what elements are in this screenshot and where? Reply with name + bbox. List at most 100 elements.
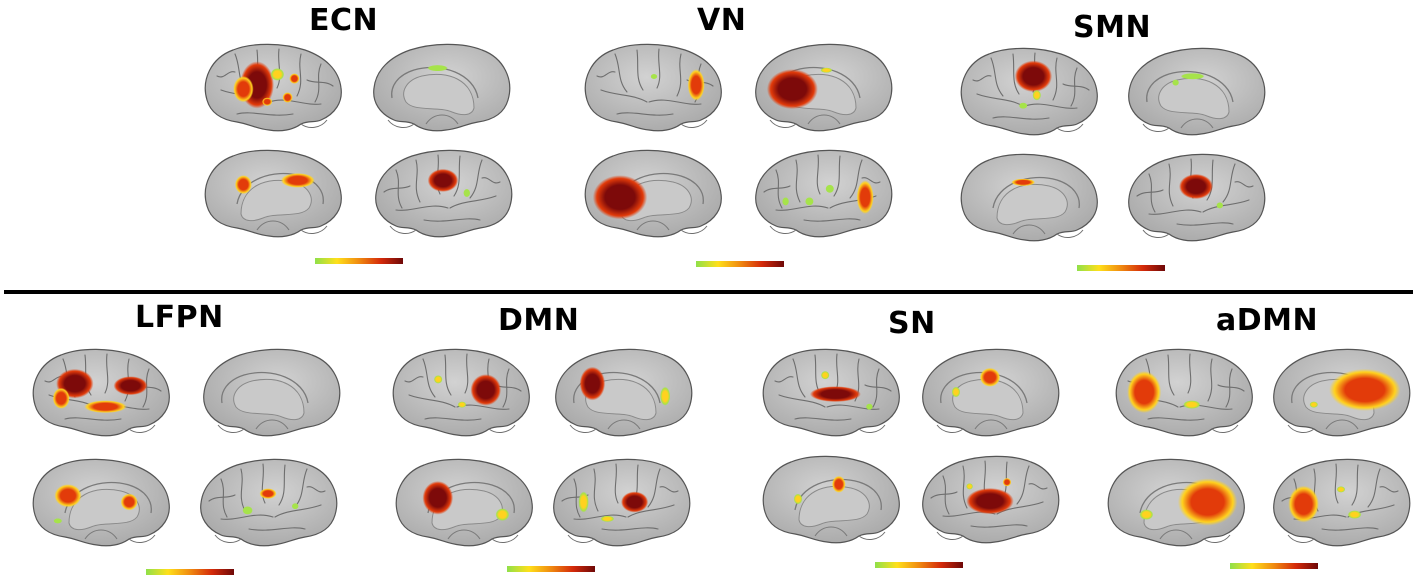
network-title-admn: aDMN	[1216, 303, 1319, 338]
activation-blob	[291, 503, 299, 510]
brain-medial-left-vn	[577, 146, 727, 242]
activation-blob	[1014, 60, 1053, 93]
brain-lateral-left-dmn	[385, 345, 535, 441]
brain-surface-svg	[755, 43, 893, 132]
activation-blob	[54, 484, 82, 508]
activation-blob	[1177, 478, 1238, 526]
activation-blob	[592, 175, 648, 220]
activation-blob	[832, 475, 846, 493]
activation-blob	[52, 387, 70, 409]
brain-surface-svg	[960, 47, 1098, 136]
activation-blob	[951, 386, 961, 398]
network-title-sn: SN	[888, 306, 936, 341]
activation-blob	[84, 400, 127, 413]
brain-lateral-left-ecn	[197, 40, 347, 136]
activation-blob	[262, 97, 273, 106]
activation-blob	[53, 518, 63, 524]
brain-medial-right-lfpn	[198, 345, 348, 441]
activation-blob	[457, 401, 467, 408]
brain-medial-right-sn	[917, 345, 1067, 441]
brain-medial-right-ecn	[368, 40, 518, 136]
brain-surface-svg	[922, 348, 1060, 437]
activation-blob	[825, 184, 835, 193]
network-title-dmn: DMN	[498, 303, 580, 338]
brain-surface-svg	[375, 149, 513, 238]
section-divider	[4, 290, 1413, 294]
activation-blob	[966, 483, 973, 490]
activation-blob	[1347, 510, 1362, 519]
activation-blob	[1329, 368, 1401, 411]
colorbar-admn	[1230, 563, 1318, 569]
brain-lateral-right-ecn	[370, 146, 520, 242]
brain-surface-svg	[755, 149, 893, 238]
activation-blob	[687, 69, 705, 101]
brain-medial-right-vn	[750, 40, 900, 136]
brain-surface-svg	[373, 43, 511, 132]
activation-blob	[782, 197, 789, 206]
brain-medial-left-smn	[953, 150, 1103, 246]
network-title-vn: VN	[697, 3, 747, 38]
activation-blob	[805, 197, 814, 206]
brain-surface-svg	[922, 455, 1060, 544]
activation-blob	[1216, 202, 1224, 209]
brain-lateral-right-vn	[750, 146, 900, 242]
brain-surface-svg	[395, 458, 533, 547]
activation-blob	[259, 488, 277, 499]
brain-surface-svg	[553, 458, 691, 547]
activation-blob	[578, 491, 589, 513]
activation-blob	[766, 69, 818, 110]
activation-blob	[470, 374, 502, 406]
activation-blob	[1288, 485, 1319, 523]
activation-blob	[1032, 89, 1042, 101]
brain-surface-svg	[1107, 458, 1245, 547]
colorbar-lfpn	[146, 569, 234, 575]
activation-blob	[422, 481, 454, 515]
activation-blob	[120, 493, 138, 511]
activation-blob	[1183, 400, 1201, 409]
brain-lateral-left-lfpn	[25, 345, 175, 441]
brain-surface-svg	[32, 348, 170, 437]
brain-medial-right-dmn	[550, 345, 700, 441]
activation-blob	[820, 371, 830, 380]
activation-blob	[463, 188, 471, 198]
activation-blob	[242, 506, 253, 515]
brain-surface-svg	[1115, 348, 1253, 437]
network-title-ecn: ECN	[309, 3, 379, 38]
colorbar-sn	[875, 562, 963, 568]
brain-medial-right-smn	[1123, 44, 1273, 140]
activation-blob	[856, 180, 874, 214]
brain-surface-svg	[1128, 153, 1266, 242]
brain-surface-svg	[200, 458, 338, 547]
activation-blob	[1180, 73, 1205, 80]
brain-medial-left-lfpn	[25, 455, 175, 551]
activation-blob	[427, 64, 448, 72]
brain-surface-svg	[762, 455, 900, 544]
brain-surface-svg	[762, 348, 900, 437]
brain-surface-svg	[1273, 458, 1411, 547]
activation-blob	[621, 491, 649, 513]
activation-blob	[1011, 178, 1036, 186]
activation-blob	[660, 386, 671, 406]
activation-blob	[579, 366, 606, 401]
network-title-smn: SMN	[1073, 10, 1152, 45]
activation-blob	[433, 375, 443, 384]
colorbar-dmn	[507, 566, 595, 572]
brain-surface-svg	[584, 149, 722, 238]
brain-lateral-right-lfpn	[195, 455, 345, 551]
activation-blob	[289, 73, 300, 84]
brain-medial-left-sn	[755, 452, 905, 548]
activation-blob	[979, 367, 1001, 387]
activation-blob	[427, 168, 459, 192]
activation-blob	[966, 487, 1014, 515]
colorbar-ecn	[315, 258, 403, 264]
activation-blob	[600, 515, 615, 522]
activation-blob	[1002, 478, 1012, 487]
brain-lateral-left-sn	[755, 345, 905, 441]
activation-blob	[650, 73, 658, 80]
activation-blob	[270, 68, 285, 81]
brain-lateral-left-admn	[1108, 345, 1258, 441]
brain-lateral-right-dmn	[548, 455, 698, 551]
brain-surface-svg	[32, 458, 170, 547]
activation-blob	[1139, 509, 1154, 520]
